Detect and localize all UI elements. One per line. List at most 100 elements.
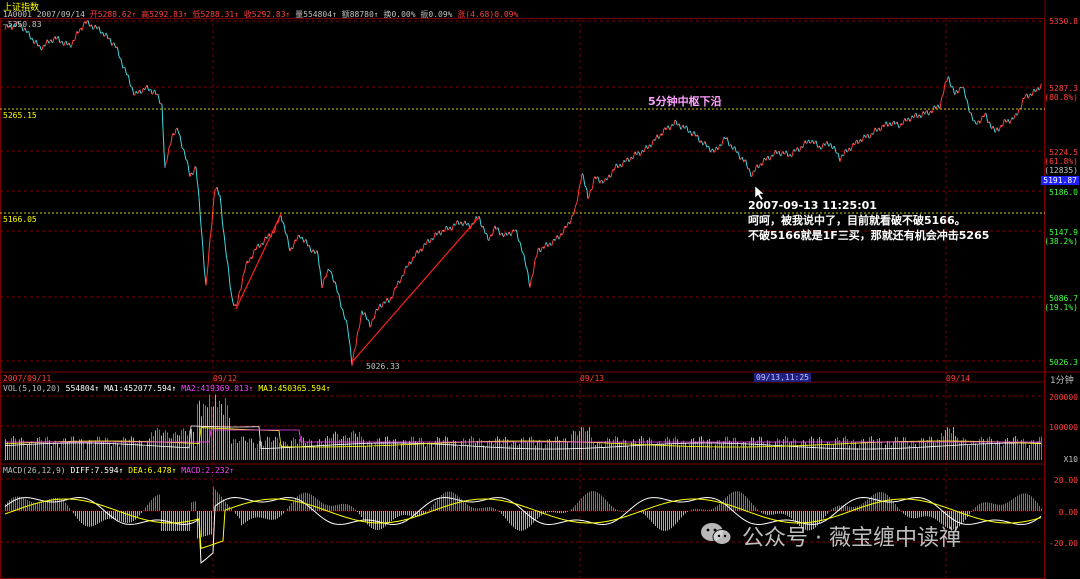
price-segment bbox=[852, 142, 855, 145]
macd-bar bbox=[661, 511, 662, 531]
macd-bar bbox=[897, 506, 898, 511]
macd-bar bbox=[979, 503, 980, 511]
price-segment bbox=[858, 139, 861, 144]
volume-bar bbox=[317, 441, 318, 460]
macd-bar bbox=[615, 509, 616, 511]
volume-bar bbox=[563, 438, 564, 460]
price-segment bbox=[811, 139, 814, 142]
high-marker: —5350.83 bbox=[3, 20, 42, 29]
price-segment bbox=[365, 316, 368, 321]
price-segment bbox=[116, 46, 119, 51]
price-segment bbox=[714, 146, 717, 152]
macd-bar bbox=[85, 511, 86, 526]
volume-bar bbox=[625, 440, 626, 460]
volume-bar bbox=[659, 441, 660, 460]
vol-ma2: MA2:419369.813↑ bbox=[181, 384, 254, 393]
volume-bar bbox=[447, 437, 448, 460]
volume-bar bbox=[391, 443, 392, 460]
price-segment bbox=[50, 39, 53, 43]
price-segment bbox=[835, 152, 838, 154]
volume-bar bbox=[637, 444, 638, 460]
price-segment bbox=[15, 21, 18, 27]
volume-bar bbox=[59, 447, 60, 460]
volume-bar bbox=[531, 436, 532, 460]
volume-bar bbox=[737, 441, 738, 460]
price-segment bbox=[410, 261, 413, 265]
price-segment bbox=[31, 37, 34, 41]
volume-bar bbox=[123, 437, 124, 460]
price-segment bbox=[667, 125, 670, 129]
macd-bar bbox=[45, 500, 46, 511]
macd-bar bbox=[547, 511, 548, 513]
volume-bar bbox=[787, 437, 788, 460]
price-segment bbox=[356, 330, 359, 337]
volume-bar bbox=[747, 446, 748, 460]
macd-bar bbox=[391, 511, 392, 522]
price-segment bbox=[965, 98, 968, 101]
volume-bar bbox=[153, 436, 154, 460]
price-segment bbox=[440, 231, 443, 236]
macd-bar bbox=[749, 500, 750, 511]
price-segment bbox=[795, 147, 798, 152]
price-segment bbox=[309, 247, 312, 253]
price-segment bbox=[630, 156, 633, 159]
macd-bar bbox=[665, 511, 666, 531]
quote-high: 高5292.83↑ bbox=[141, 10, 188, 19]
price-segment bbox=[543, 245, 546, 249]
volume-bar bbox=[871, 436, 872, 460]
macd-bar bbox=[903, 511, 904, 514]
price-segment bbox=[70, 44, 73, 48]
volume-bar bbox=[591, 437, 592, 460]
volume-bar bbox=[1041, 436, 1042, 460]
price-segment bbox=[578, 184, 581, 189]
volume-bar bbox=[839, 440, 840, 460]
macd-bar bbox=[835, 506, 836, 511]
macd-bar bbox=[1029, 494, 1030, 511]
volume-bar bbox=[57, 443, 58, 460]
price-segment bbox=[295, 239, 298, 242]
macd-bar bbox=[73, 511, 74, 514]
volume-bar bbox=[949, 428, 950, 460]
price-segment bbox=[710, 148, 713, 153]
price-segment bbox=[952, 87, 955, 93]
price-segment bbox=[342, 310, 345, 317]
macd-bar bbox=[429, 509, 430, 511]
price-segment bbox=[973, 120, 976, 122]
volume-bar bbox=[133, 437, 134, 460]
price-segment bbox=[573, 207, 576, 214]
volume-bar bbox=[959, 442, 960, 460]
volume-bar bbox=[721, 443, 722, 460]
macd-bar bbox=[739, 491, 740, 511]
volume-bar bbox=[185, 431, 186, 460]
macd-bar bbox=[669, 511, 670, 530]
price-segment bbox=[839, 157, 842, 162]
volume-bar bbox=[49, 440, 50, 460]
macd-bar bbox=[875, 493, 876, 511]
volume-bar bbox=[25, 446, 26, 460]
price-segment bbox=[1020, 103, 1023, 109]
price-segment bbox=[820, 147, 823, 150]
volume-bar bbox=[5, 439, 6, 460]
price-segment bbox=[61, 40, 64, 45]
price-segment bbox=[971, 116, 974, 122]
price-segment bbox=[239, 289, 242, 291]
price-segment bbox=[878, 127, 881, 131]
macd-bar bbox=[35, 502, 36, 511]
macd-bar bbox=[811, 511, 812, 530]
period-selector[interactable]: 1分钟 bbox=[1050, 376, 1074, 386]
price-segment bbox=[237, 293, 240, 301]
chart-frame bbox=[0, 18, 1045, 579]
macd-bar bbox=[479, 508, 480, 511]
macd-bar bbox=[683, 511, 684, 516]
price-segment bbox=[834, 147, 837, 153]
price-segment bbox=[793, 149, 796, 152]
price-segment bbox=[436, 232, 439, 236]
volume-bar bbox=[107, 438, 108, 460]
macd-bar bbox=[397, 511, 398, 517]
price-segment bbox=[549, 242, 552, 246]
price-segment bbox=[1024, 94, 1027, 98]
price-segment bbox=[326, 268, 329, 274]
macd-bar bbox=[355, 509, 356, 511]
volume-bar bbox=[759, 436, 760, 460]
